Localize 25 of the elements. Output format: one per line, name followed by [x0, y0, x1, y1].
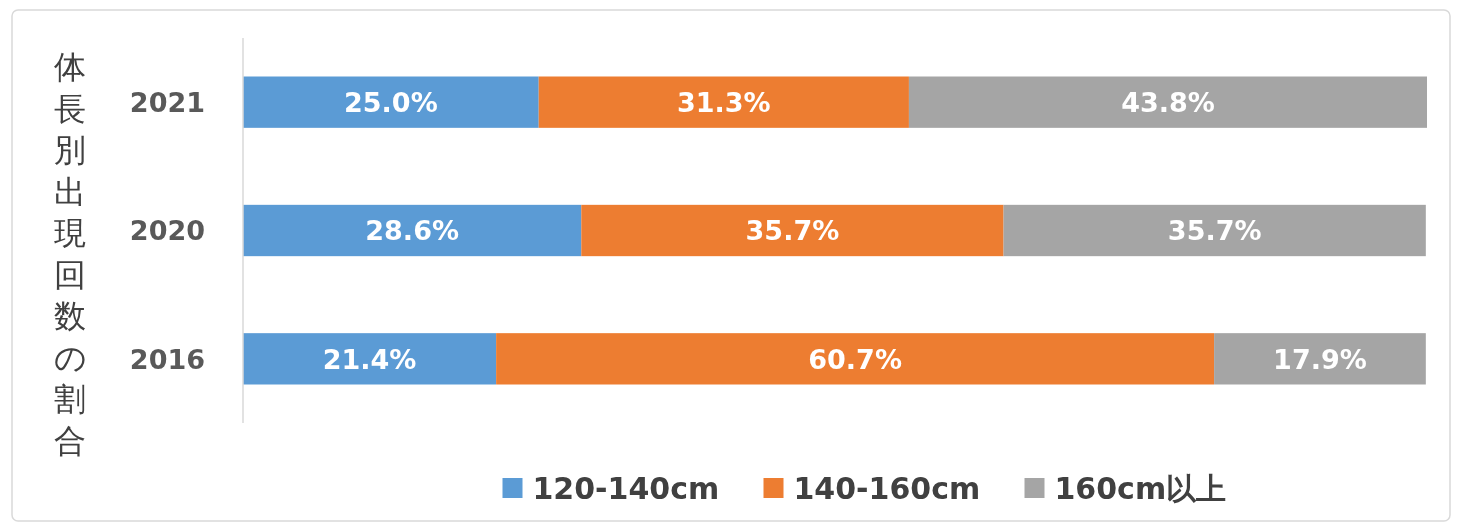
bar: [908, 76, 1427, 128]
bar: [538, 76, 909, 128]
data-label: 17.9%: [1273, 343, 1367, 375]
data-label: 35.7%: [1167, 215, 1262, 247]
data-label: 31.3%: [676, 86, 771, 118]
bar: [581, 204, 1004, 257]
bar: [243, 333, 497, 385]
data-label: 43.8%: [1121, 86, 1215, 118]
data-label: 25.0%: [344, 86, 438, 118]
bar: [1003, 204, 1426, 257]
legend-label: 120-140cm: [532, 470, 720, 506]
y-tick-label: 2021: [129, 86, 205, 118]
data-label: 28.6%: [365, 215, 459, 247]
bar: [1214, 333, 1426, 385]
legend-label: 160cm以上: [1054, 470, 1227, 506]
data-label: 60.7%: [808, 343, 902, 375]
legend-label: 140-160cm: [793, 470, 981, 506]
bar: [243, 204, 582, 257]
data-label: 35.7%: [745, 215, 840, 247]
y-tick-label: 2020: [129, 215, 205, 247]
bar: [496, 333, 1215, 385]
data-label: 21.4%: [322, 343, 417, 375]
y-tick-label: 2016: [129, 343, 205, 375]
text: 体長別出現回数の割合: [53, 48, 87, 460]
bar: [243, 76, 539, 128]
